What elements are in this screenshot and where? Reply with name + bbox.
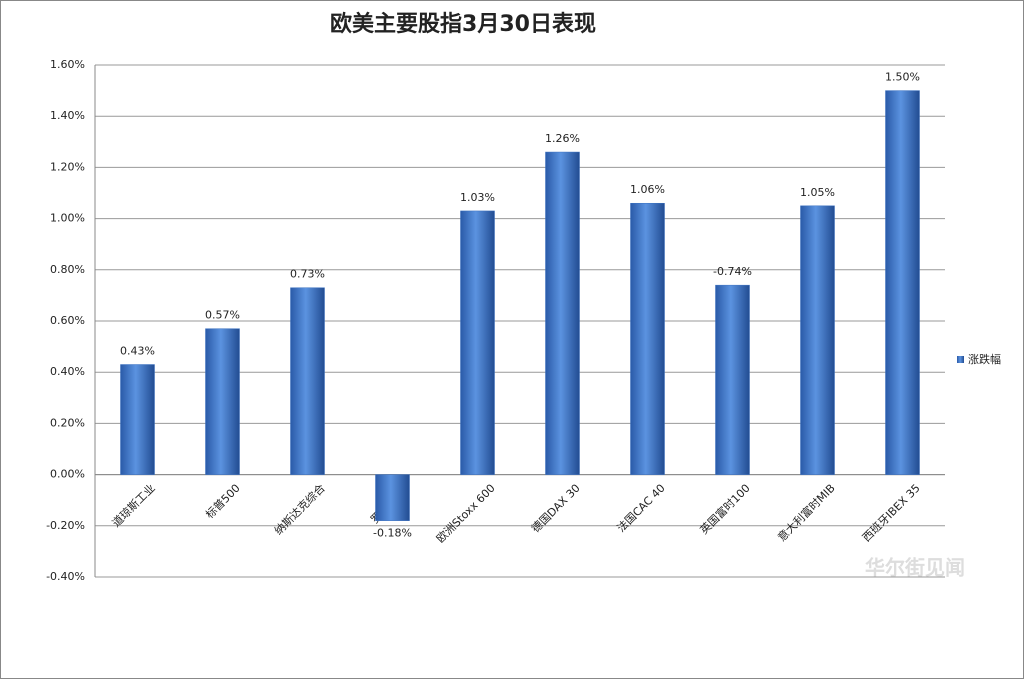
data-label: 1.05% <box>800 186 835 199</box>
legend-swatch <box>957 356 964 363</box>
data-label: 1.50% <box>885 71 920 84</box>
watermark: 华尔街见闻 <box>865 556 965 580</box>
y-tick-label: 1.40% <box>50 109 85 122</box>
y-tick-label: 0.40% <box>50 365 85 378</box>
bar <box>715 284 750 475</box>
y-tick-label: 0.60% <box>50 314 85 327</box>
bar <box>630 202 665 475</box>
data-label: 0.73% <box>290 268 325 281</box>
legend-label: 涨跌幅 <box>968 352 1001 366</box>
y-tick-label: -0.20% <box>46 519 85 532</box>
bar <box>460 210 495 475</box>
chart-title: 欧美主要股指3月30日表现 <box>330 11 596 37</box>
y-tick-label: 1.20% <box>50 160 85 173</box>
data-label: 0.57% <box>205 309 240 322</box>
bar <box>120 364 155 475</box>
bar <box>375 474 410 521</box>
y-tick-label: 0.20% <box>50 416 85 429</box>
bar <box>800 205 835 475</box>
data-label: -0.74% <box>713 265 752 278</box>
y-tick-label: 1.00% <box>50 212 85 225</box>
y-tick-label: 0.00% <box>50 468 85 481</box>
data-label: 1.06% <box>630 183 665 196</box>
y-tick-label: -0.40% <box>46 570 85 583</box>
data-label: 0.43% <box>120 345 155 358</box>
y-tick-label: 1.60% <box>50 58 85 71</box>
y-tick-label: 0.80% <box>50 263 85 276</box>
data-label: 1.03% <box>460 191 495 204</box>
bar <box>205 328 240 475</box>
bar <box>290 287 325 475</box>
data-label: 1.26% <box>545 132 580 145</box>
data-label: -0.18% <box>373 527 412 540</box>
bar <box>545 151 580 475</box>
bar <box>885 90 920 475</box>
